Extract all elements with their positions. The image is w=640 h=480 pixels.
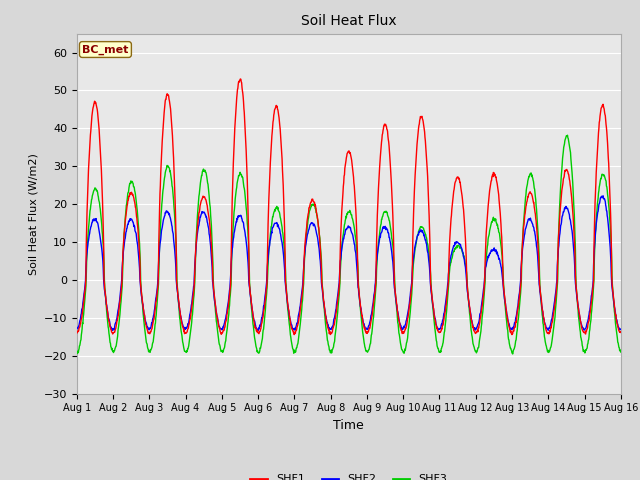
Y-axis label: Soil Heat Flux (W/m2): Soil Heat Flux (W/m2) [28, 153, 38, 275]
Line: SHF1: SHF1 [77, 79, 621, 335]
SHF2 [505, 320, 513, 326]
Legend: SHF1, SHF2, SHF3: SHF1, SHF2, SHF3 [246, 470, 452, 480]
SHF1 [505, 323, 513, 329]
SHF2 [194, 228, 202, 233]
SHF2 [617, 326, 625, 332]
SHF1 [553, 281, 561, 287]
X-axis label: Time: Time [333, 419, 364, 432]
SHF2 [180, 325, 188, 331]
SHF1 [180, 331, 188, 336]
SHF3 [433, 343, 441, 348]
SHF3 [509, 351, 516, 357]
SHF1 [255, 331, 263, 336]
SHF2 [255, 328, 262, 334]
SHF3 [553, 294, 561, 300]
Title: Soil Heat Flux: Soil Heat Flux [301, 14, 397, 28]
SHF2 [255, 326, 263, 332]
SHF3 [180, 348, 188, 354]
Text: BC_met: BC_met [82, 44, 129, 55]
SHF1 [617, 330, 625, 336]
SHF2 [434, 324, 442, 330]
SHF3 [194, 208, 202, 214]
SHF2 [599, 193, 607, 199]
SHF1 [73, 330, 81, 336]
SHF1 [237, 76, 244, 82]
SHF2 [553, 281, 561, 287]
SHF3 [504, 333, 512, 339]
SHF3 [564, 132, 572, 138]
Line: SHF2: SHF2 [77, 196, 621, 331]
SHF3 [73, 350, 81, 356]
SHF1 [291, 332, 298, 337]
SHF1 [194, 221, 202, 227]
SHF2 [73, 326, 81, 332]
SHF3 [255, 350, 262, 356]
SHF1 [434, 327, 442, 333]
SHF3 [617, 349, 625, 355]
Line: SHF3: SHF3 [77, 135, 621, 354]
